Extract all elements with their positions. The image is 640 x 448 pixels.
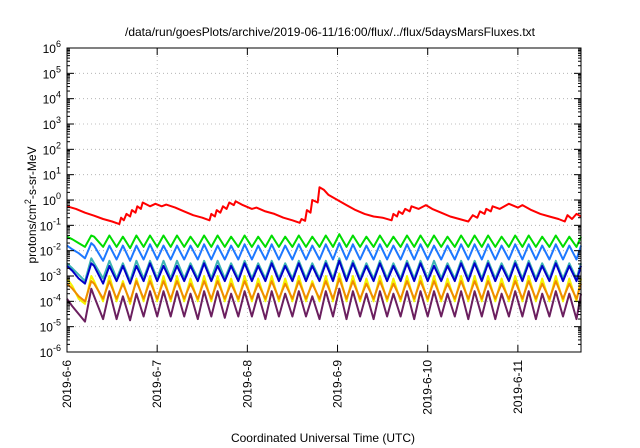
y-axis-title-sup: 2 [23,199,33,204]
y-axis-title: protons/cm2-s-sr-MeV [23,146,39,263]
series-line-0 [66,287,582,323]
grid [66,47,581,353]
y-tick-label: 10-6 [40,343,61,360]
y-tick-label: 102 [43,140,61,157]
y-tick-label: 10-2 [40,242,61,259]
y-axis-title-post: -s-sr-MeV [25,146,39,199]
y-tick-label: 100 [43,191,61,208]
y-tick-label: 106 [43,39,61,56]
y-tick-label: 10-1 [40,216,61,233]
x-tick-label: 2019-6-9 [331,360,345,408]
x-tick-label: 2019-6-6 [60,360,74,408]
y-tick-label: 10-4 [40,292,61,309]
y-tick-label: 10-5 [40,318,61,335]
x-tick-label: 2019-6-10 [421,360,435,415]
x-tick-label: 2019-6-7 [150,360,164,408]
series-group [66,186,582,323]
y-axis-title-pre: protons/cm [25,204,39,263]
y-tick-label: 105 [43,64,61,81]
x-axis-title: Coordinated Universal Time (UTC) [231,431,415,445]
series-line-2 [66,277,582,303]
y-tick-label: 103 [43,115,61,132]
chart-title: /data/run/goesPlots/archive/2019-06-11/1… [125,25,536,39]
series-line-5 [66,242,582,262]
axes: 10-6 10-5 10-4 10-3 10-2 10-1 100 101 102 103 104 1… [40,39,582,415]
series-line-4 [66,259,582,285]
x-tick-label: 2019-6-11 [511,360,525,414]
y-tick-label: 10-3 [40,267,61,284]
y-tick-label: 104 [43,90,61,107]
series-line-6 [66,233,582,250]
series-line-7 [66,186,582,226]
y-tick-label: 101 [43,166,61,183]
x-tick-label: 2019-6-8 [240,360,254,408]
